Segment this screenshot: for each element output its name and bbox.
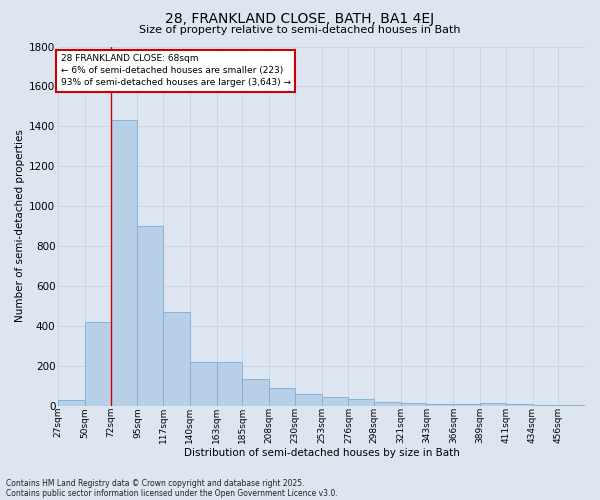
Bar [374, 402, 401, 406]
Bar [427, 404, 453, 406]
X-axis label: Distribution of semi-detached houses by size in Bath: Distribution of semi-detached houses by … [184, 448, 460, 458]
Bar [110, 120, 137, 406]
Bar [217, 362, 242, 406]
Bar [163, 312, 190, 406]
Bar [453, 404, 480, 406]
Bar [295, 394, 322, 406]
Bar [533, 404, 558, 406]
Bar [242, 378, 269, 406]
Text: Contains public sector information licensed under the Open Government Licence v3: Contains public sector information licen… [6, 488, 338, 498]
Bar [269, 388, 295, 406]
Bar [349, 398, 374, 406]
Text: 28, FRANKLAND CLOSE, BATH, BA1 4EJ: 28, FRANKLAND CLOSE, BATH, BA1 4EJ [166, 12, 434, 26]
Bar [480, 402, 506, 406]
Text: Contains HM Land Registry data © Crown copyright and database right 2025.: Contains HM Land Registry data © Crown c… [6, 478, 305, 488]
Y-axis label: Number of semi-detached properties: Number of semi-detached properties [15, 130, 25, 322]
Bar [558, 404, 585, 406]
Text: 28 FRANKLAND CLOSE: 68sqm
← 6% of semi-detached houses are smaller (223)
93% of : 28 FRANKLAND CLOSE: 68sqm ← 6% of semi-d… [61, 54, 290, 87]
Text: Size of property relative to semi-detached houses in Bath: Size of property relative to semi-detach… [139, 25, 461, 35]
Bar [322, 396, 349, 406]
Bar [190, 362, 217, 406]
Bar [137, 226, 163, 406]
Bar [58, 400, 85, 406]
Bar [85, 322, 110, 406]
Bar [401, 402, 427, 406]
Bar [506, 404, 533, 406]
